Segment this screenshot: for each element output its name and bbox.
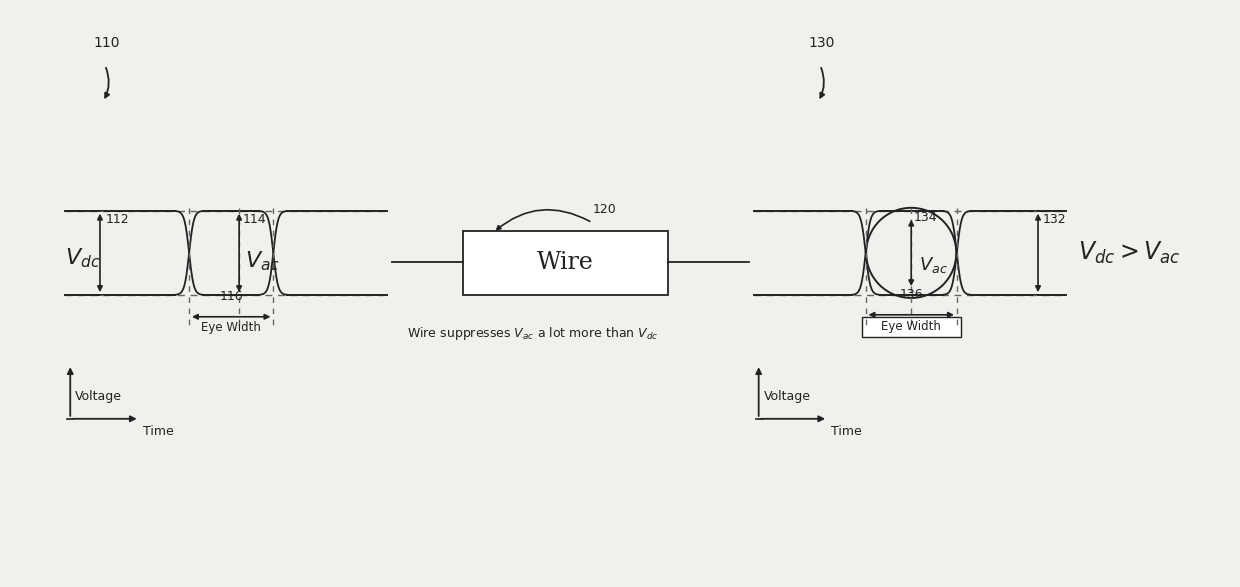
Text: Voltage: Voltage	[764, 390, 811, 403]
Text: 130: 130	[808, 36, 835, 50]
Text: $V_{ac}$: $V_{ac}$	[919, 255, 947, 275]
Text: Time: Time	[831, 425, 862, 438]
Text: 134: 134	[913, 211, 937, 224]
Text: 112: 112	[105, 212, 129, 225]
Text: 110: 110	[93, 36, 119, 50]
Text: Eye Width: Eye Width	[201, 321, 262, 334]
Text: Wire: Wire	[537, 251, 594, 274]
Text: Voltage: Voltage	[76, 390, 123, 403]
Text: 120: 120	[593, 203, 616, 216]
Text: $V_{ac}$: $V_{ac}$	[246, 249, 280, 272]
Text: 116: 116	[219, 290, 243, 303]
Text: 114: 114	[243, 212, 267, 225]
Text: $V_{dc} > V_{ac}$: $V_{dc} > V_{ac}$	[1078, 239, 1180, 266]
Text: Wire suppresses $V_{ac}$ a lot more than $V_{dc}$: Wire suppresses $V_{ac}$ a lot more than…	[407, 325, 658, 342]
Text: Eye Width: Eye Width	[882, 320, 941, 333]
Text: 132: 132	[1043, 212, 1066, 225]
FancyBboxPatch shape	[862, 317, 961, 336]
FancyBboxPatch shape	[464, 231, 667, 295]
Text: $V_{dc}$: $V_{dc}$	[66, 246, 100, 269]
Text: 136: 136	[899, 288, 923, 301]
Text: Time: Time	[143, 425, 174, 438]
